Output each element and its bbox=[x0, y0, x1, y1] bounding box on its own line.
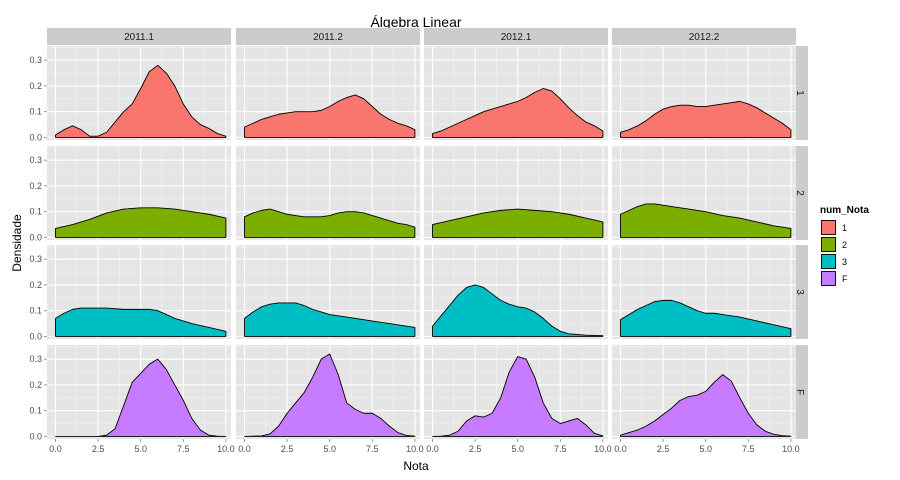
x-tick-label: 2.5 bbox=[469, 444, 482, 454]
y-axis-title: Densidade bbox=[10, 214, 24, 272]
facet-panel bbox=[424, 146, 608, 240]
y-tick-label: 0.2 bbox=[29, 181, 42, 191]
x-tick-label: 5.0 bbox=[699, 444, 712, 454]
facet-panel bbox=[236, 345, 420, 439]
chart-title: Álgebra Linear bbox=[370, 14, 461, 30]
facet-panel bbox=[424, 245, 608, 339]
y-tick-label: 0.0 bbox=[29, 431, 42, 441]
x-tick-label: 10.0 bbox=[406, 444, 424, 454]
facet-strip-top bbox=[612, 28, 796, 45]
density-area bbox=[620, 100, 792, 138]
facet-column-label: 2012.2 bbox=[689, 32, 720, 43]
x-tick-label: 2.5 bbox=[657, 444, 670, 454]
x-tick-label: 7.5 bbox=[366, 444, 379, 454]
y-tick-label: 0.3 bbox=[29, 254, 42, 264]
density-area bbox=[244, 94, 416, 138]
density-area bbox=[620, 203, 792, 238]
x-tick-label: 7.5 bbox=[742, 444, 755, 454]
legend-key-swatch bbox=[821, 271, 836, 286]
x-tick-label: 2.5 bbox=[281, 444, 294, 454]
density-area bbox=[432, 208, 604, 238]
facet-panel bbox=[612, 245, 796, 339]
y-tick-label: 0.0 bbox=[29, 331, 42, 341]
x-tick-label: 5.0 bbox=[323, 444, 336, 454]
x-tick-label: 7.5 bbox=[554, 444, 567, 454]
density-area bbox=[432, 284, 604, 337]
y-tick-label: 0.3 bbox=[29, 55, 42, 65]
y-tick-label: 0.1 bbox=[29, 107, 42, 117]
y-tick-label: 0.3 bbox=[29, 354, 42, 364]
density-area bbox=[55, 64, 227, 138]
facet-panel bbox=[47, 345, 231, 439]
density-area bbox=[620, 299, 792, 337]
legend-label: F bbox=[842, 274, 848, 284]
facet-row-label: 3 bbox=[794, 289, 805, 295]
legend-title: num_Nota bbox=[820, 205, 869, 216]
density-area bbox=[432, 356, 604, 437]
facet-panel bbox=[236, 245, 420, 339]
density-area bbox=[432, 88, 604, 138]
facet-panel bbox=[236, 46, 420, 140]
facet-strip-top bbox=[236, 28, 420, 45]
facet-panel bbox=[236, 146, 420, 240]
facet-column-label: 2011.2 bbox=[313, 32, 343, 43]
density-area bbox=[244, 302, 416, 337]
facet-panel bbox=[47, 46, 231, 140]
x-tick-label: 0.0 bbox=[49, 444, 62, 454]
legend: num_Nota 1 2 3 F bbox=[819, 205, 869, 288]
y-tick-label: 0.1 bbox=[29, 207, 42, 217]
x-tick-label: 2.5 bbox=[92, 444, 105, 454]
y-tick-label: 0.2 bbox=[29, 280, 42, 290]
x-tick-label: 5.0 bbox=[134, 444, 147, 454]
y-tick-label: 0.1 bbox=[29, 406, 42, 416]
x-tick-label: 10.0 bbox=[594, 444, 612, 454]
x-tick-label: 7.5 bbox=[177, 444, 190, 454]
legend-key-swatch bbox=[821, 254, 836, 269]
facet-panel bbox=[424, 46, 608, 140]
legend-label: 2 bbox=[842, 240, 847, 250]
x-axis-title: Nota bbox=[403, 459, 429, 473]
panels-layer: 2011.1 2011.2 2012.1 2012.2 1 2 3 F 0.0 0.1 0.2 0.3… bbox=[29, 28, 808, 454]
y-tick-label: 0.0 bbox=[29, 232, 42, 242]
facet-row-label: 1 bbox=[794, 90, 805, 96]
facet-strip-top bbox=[47, 28, 231, 45]
density-area bbox=[55, 207, 227, 238]
x-tick-label: 10.0 bbox=[217, 444, 235, 454]
x-tick-label: 0.0 bbox=[426, 444, 439, 454]
y-tick-label: 0.2 bbox=[29, 380, 42, 390]
facet-panel bbox=[612, 46, 796, 140]
facet-panel bbox=[47, 245, 231, 339]
legend-key-swatch bbox=[821, 220, 836, 235]
facet-column-label: 2011.1 bbox=[124, 32, 154, 43]
density-area bbox=[55, 358, 227, 437]
x-tick-label: 0.0 bbox=[614, 444, 627, 454]
x-tick-label: 0.0 bbox=[238, 444, 251, 454]
density-area bbox=[244, 353, 416, 437]
density-area bbox=[620, 374, 792, 437]
facet-panel bbox=[424, 345, 608, 439]
y-tick-label: 0.3 bbox=[29, 155, 42, 165]
legend-label: 1 bbox=[842, 223, 847, 233]
y-tick-label: 0.2 bbox=[29, 81, 42, 91]
facet-strip-top bbox=[424, 28, 608, 45]
facet-row-label: 2 bbox=[794, 190, 805, 196]
facet-panel bbox=[47, 146, 231, 240]
y-tick-label: 0.0 bbox=[29, 132, 42, 142]
y-tick-label: 0.1 bbox=[29, 306, 42, 316]
legend-key-swatch bbox=[821, 237, 836, 252]
facet-panel bbox=[612, 345, 796, 439]
x-tick-label: 10.0 bbox=[782, 444, 800, 454]
facet-column-label: 2012.1 bbox=[501, 32, 532, 43]
legend-label: 3 bbox=[842, 257, 847, 267]
density-area bbox=[55, 307, 227, 337]
facet-row-label: F bbox=[794, 389, 805, 395]
facet-panel bbox=[612, 146, 796, 240]
density-area bbox=[244, 208, 416, 238]
x-tick-label: 5.0 bbox=[511, 444, 524, 454]
